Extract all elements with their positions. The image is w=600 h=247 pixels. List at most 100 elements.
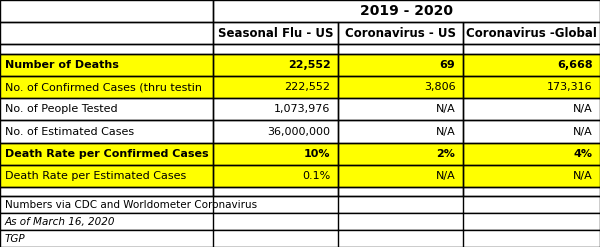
Bar <box>0 76 213 98</box>
Text: 0.1%: 0.1% <box>302 171 331 181</box>
Bar <box>0 213 600 230</box>
Bar <box>338 143 463 165</box>
Text: 36,000,000: 36,000,000 <box>268 126 331 137</box>
Text: 1,073,976: 1,073,976 <box>274 104 331 114</box>
Bar <box>213 121 338 143</box>
Bar <box>213 22 338 44</box>
Bar <box>213 22 338 44</box>
Bar <box>338 98 463 121</box>
Text: 2019 - 2020: 2019 - 2020 <box>360 4 453 18</box>
Bar <box>338 121 463 143</box>
Bar <box>213 0 600 22</box>
Bar <box>0 187 213 196</box>
Text: Death Rate per Estimated Cases: Death Rate per Estimated Cases <box>5 171 186 181</box>
Bar <box>338 54 463 76</box>
Bar <box>463 187 600 196</box>
Text: No. of Confirmed Cases (thru testin: No. of Confirmed Cases (thru testin <box>5 82 202 92</box>
Text: N/A: N/A <box>436 126 455 137</box>
Bar <box>0 165 213 187</box>
Bar <box>463 76 600 98</box>
Bar <box>463 22 600 44</box>
Bar <box>213 98 338 121</box>
Bar <box>213 76 338 98</box>
Text: 222,552: 222,552 <box>284 82 331 92</box>
Text: Death Rate per Confirmed Cases: Death Rate per Confirmed Cases <box>5 149 208 159</box>
Text: No. of People Tested: No. of People Tested <box>5 104 118 114</box>
Bar <box>0 22 213 44</box>
Bar <box>213 0 600 22</box>
Bar <box>463 54 600 76</box>
Bar <box>213 54 338 76</box>
Bar <box>0 121 213 143</box>
Bar <box>338 143 463 165</box>
Text: N/A: N/A <box>436 104 455 114</box>
Text: Coronavirus - US: Coronavirus - US <box>344 27 456 40</box>
Text: 173,316: 173,316 <box>547 82 593 92</box>
Bar <box>338 165 463 187</box>
Bar <box>338 54 463 76</box>
Bar <box>0 22 213 44</box>
Bar <box>0 165 213 187</box>
Text: N/A: N/A <box>436 171 455 181</box>
Bar <box>0 196 600 213</box>
Bar <box>463 121 600 143</box>
Bar <box>338 165 463 187</box>
Text: Seasonal Flu - US: Seasonal Flu - US <box>218 27 333 40</box>
Text: 6,668: 6,668 <box>557 60 593 70</box>
Bar <box>463 22 600 44</box>
Bar <box>0 0 213 22</box>
Bar <box>463 98 600 121</box>
Bar <box>213 165 338 187</box>
Text: As of March 16, 2020: As of March 16, 2020 <box>5 217 115 227</box>
Text: No. of Estimated Cases: No. of Estimated Cases <box>5 126 134 137</box>
Bar <box>338 187 463 196</box>
Text: Coronavirus -Global: Coronavirus -Global <box>466 27 597 40</box>
Bar <box>338 76 463 98</box>
Bar <box>463 121 600 143</box>
Bar <box>0 230 600 247</box>
Text: 3,806: 3,806 <box>424 82 455 92</box>
Bar <box>213 54 338 76</box>
Text: Numbers via CDC and Worldometer Coronavirus: Numbers via CDC and Worldometer Coronavi… <box>5 200 257 210</box>
Bar <box>213 143 338 165</box>
Text: 22,552: 22,552 <box>288 60 331 70</box>
Bar <box>463 143 600 165</box>
Text: 4%: 4% <box>574 149 593 159</box>
Bar <box>0 44 213 54</box>
Bar <box>0 0 213 22</box>
Bar <box>213 165 338 187</box>
Text: 2%: 2% <box>437 149 455 159</box>
Bar <box>338 187 463 196</box>
Bar <box>463 165 600 187</box>
Bar <box>0 54 213 76</box>
Bar <box>0 121 213 143</box>
Bar <box>463 76 600 98</box>
Bar <box>463 165 600 187</box>
Bar <box>338 44 463 54</box>
Bar <box>463 187 600 196</box>
Text: 10%: 10% <box>304 149 331 159</box>
Bar <box>463 44 600 54</box>
Bar <box>0 98 213 121</box>
Bar <box>213 76 338 98</box>
Bar <box>463 143 600 165</box>
Bar <box>213 44 338 54</box>
Bar <box>0 187 213 196</box>
Bar <box>213 121 338 143</box>
Bar <box>213 44 338 54</box>
Bar <box>463 98 600 121</box>
Bar <box>213 98 338 121</box>
Bar <box>0 44 213 54</box>
Bar <box>338 121 463 143</box>
Bar <box>0 98 213 121</box>
Text: Number of Deaths: Number of Deaths <box>5 60 119 70</box>
Bar <box>213 187 338 196</box>
Bar <box>213 143 338 165</box>
Bar <box>463 54 600 76</box>
Bar <box>338 22 463 44</box>
Bar <box>338 44 463 54</box>
Bar <box>338 98 463 121</box>
Text: N/A: N/A <box>573 104 593 114</box>
Bar <box>0 143 213 165</box>
Bar <box>0 76 213 98</box>
